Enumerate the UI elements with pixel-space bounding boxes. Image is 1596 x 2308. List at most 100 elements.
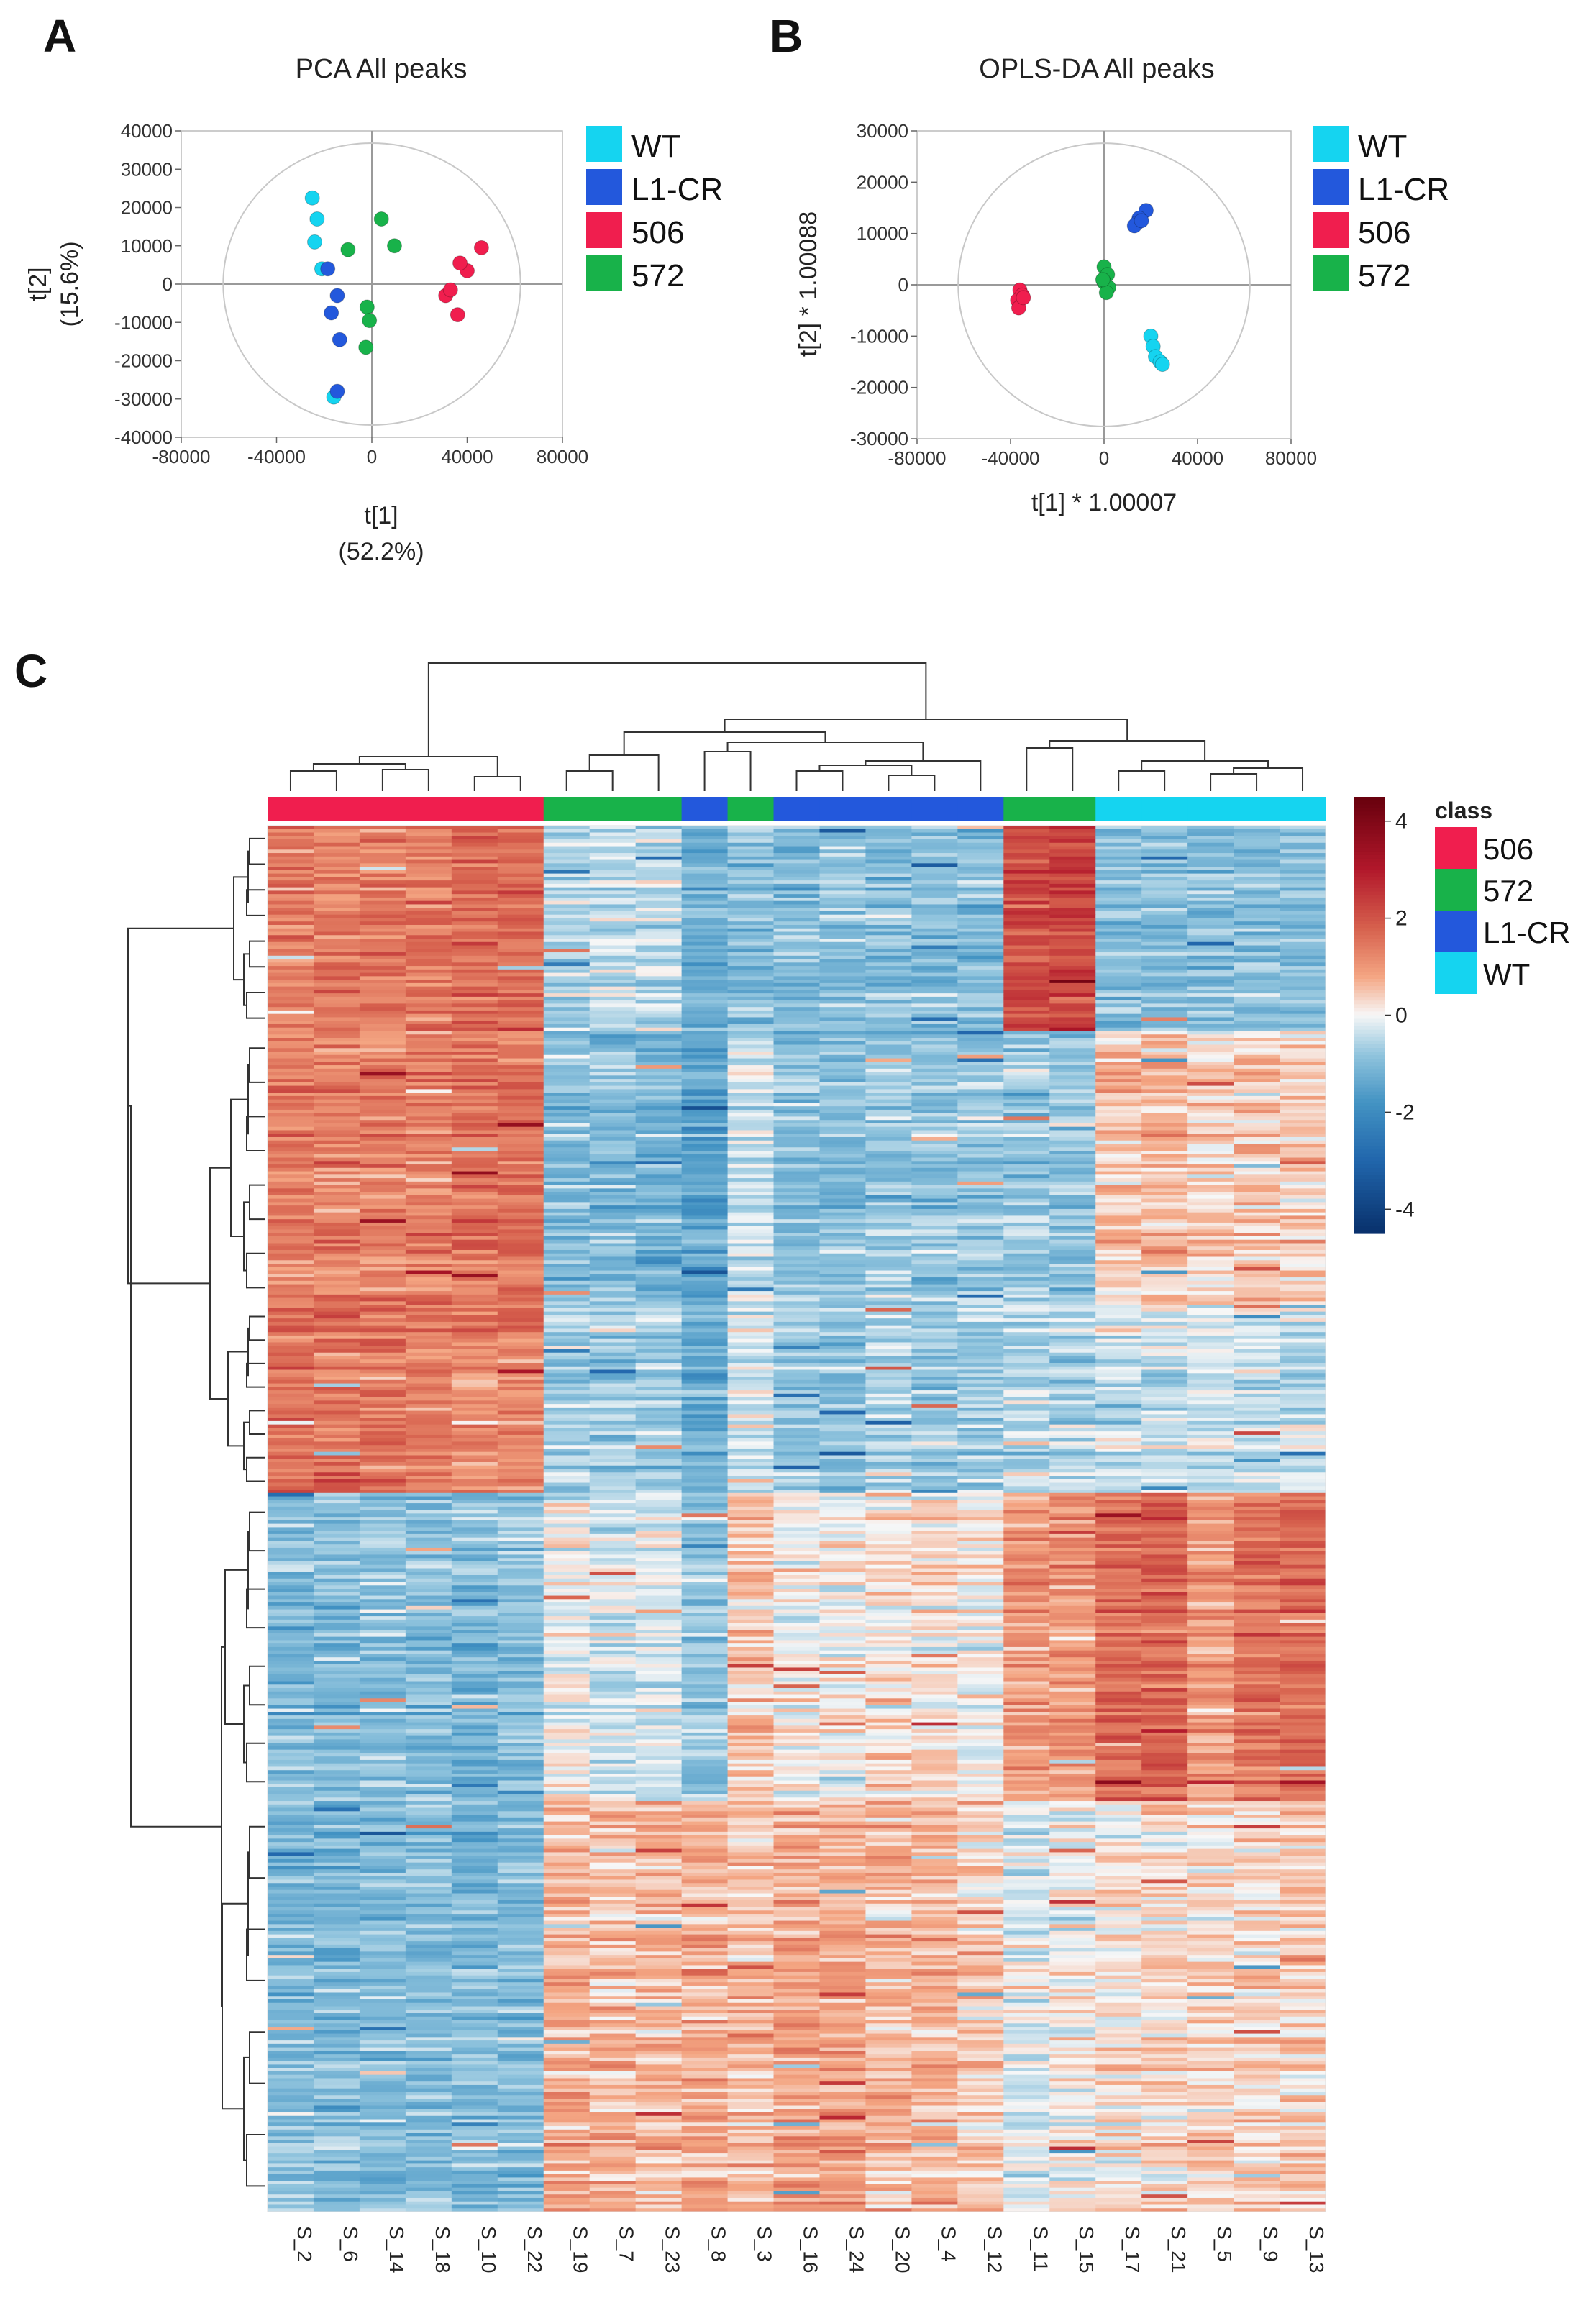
heatmap-cell xyxy=(635,1520,683,1525)
heatmap-cell xyxy=(589,1393,637,1398)
heatmap-cell xyxy=(957,1072,1004,1076)
heatmap-cell xyxy=(1003,1459,1050,1463)
heatmap-cell xyxy=(911,829,958,834)
heatmap-cell xyxy=(727,976,775,980)
heatmap-cell xyxy=(451,1373,498,1377)
heatmap-cell xyxy=(1141,1335,1188,1340)
heatmap-cell xyxy=(1095,1144,1142,1148)
heatmap-cell xyxy=(405,1181,452,1186)
heatmap-cell xyxy=(543,1106,590,1110)
row-dendrogram-link xyxy=(249,1511,265,1552)
heatmap-cell xyxy=(957,826,1004,830)
heatmap-cell xyxy=(865,873,912,877)
class-bar-cell-wt xyxy=(1234,797,1280,821)
heatmap-cell xyxy=(405,887,452,891)
heatmap-cell xyxy=(635,1085,683,1090)
heatmap-cell xyxy=(1234,1021,1280,1025)
row-dendrogram-link xyxy=(227,1351,248,1447)
heatmap-cell xyxy=(313,1445,360,1449)
heatmap-cell xyxy=(313,1103,360,1107)
heatmap-cell xyxy=(1234,1192,1280,1196)
heatmap-cell xyxy=(1003,1346,1050,1350)
heatmap-cell xyxy=(313,945,360,949)
class-bar-cell-572 xyxy=(727,797,775,821)
heatmap-cell xyxy=(451,1305,498,1309)
heatmap-cell xyxy=(1234,1215,1280,1220)
heatmap-cell xyxy=(727,1099,775,1103)
heatmap-cell xyxy=(681,1116,729,1121)
heatmap-cell xyxy=(1141,1256,1188,1261)
heatmap-cell xyxy=(451,894,498,898)
heatmap-cell xyxy=(359,1531,406,1535)
heatmap-cell xyxy=(727,1469,775,1473)
heatmap-cell xyxy=(497,1113,544,1118)
heatmap-cell xyxy=(359,969,406,974)
heatmap-cell xyxy=(405,1010,452,1015)
heatmap-cell xyxy=(1187,1438,1234,1443)
heatmap-cell xyxy=(1049,1109,1096,1114)
heatmap-cell xyxy=(1234,1410,1280,1415)
heatmap-cell xyxy=(773,966,821,970)
heatmap-cell xyxy=(773,911,821,916)
heatmap-cell xyxy=(635,1325,683,1330)
heatmap-cell xyxy=(589,1274,637,1278)
heatmap-cell xyxy=(1141,1065,1188,1069)
heatmap-cell xyxy=(1234,1144,1280,1148)
heatmap-cell xyxy=(727,1017,775,1021)
heatmap-cell xyxy=(819,1469,867,1473)
heatmap-cell xyxy=(1141,1496,1188,1500)
heatmap-cell xyxy=(1280,1198,1326,1203)
heatmap-cell xyxy=(681,1476,729,1480)
heatmap-cell xyxy=(1234,1222,1280,1227)
heatmap-cell xyxy=(589,1054,637,1059)
heatmap-cell xyxy=(1003,982,1050,987)
heatmap-cell xyxy=(1003,1469,1050,1473)
heatmap-cell xyxy=(451,1215,498,1220)
heatmap-cell xyxy=(451,1527,498,1531)
heatmap-cell xyxy=(405,1315,452,1319)
heatmap-cell xyxy=(359,1448,406,1453)
heatmap-cell xyxy=(268,928,314,933)
heatmap-cell xyxy=(773,1027,821,1032)
heatmap-cell xyxy=(635,904,683,908)
heatmap-cell xyxy=(1003,1393,1050,1398)
heatmap-cell xyxy=(1141,1520,1188,1525)
heatmap-cell xyxy=(773,1082,821,1087)
heatmap-cell xyxy=(911,996,958,1001)
heatmap-cell xyxy=(359,1007,406,1011)
heatmap-cell xyxy=(543,1492,590,1497)
heatmap-cell xyxy=(1280,880,1326,885)
heatmap-cell xyxy=(1095,1034,1142,1039)
heatmap-cell xyxy=(359,1062,406,1066)
heatmap-cell xyxy=(268,1099,314,1103)
heatmap-cell xyxy=(957,1109,1004,1114)
heatmap-cell xyxy=(313,1236,360,1241)
heatmap-cell xyxy=(865,1058,912,1062)
heatmap-cell xyxy=(589,1010,637,1015)
heatmap-cell xyxy=(1141,863,1188,867)
heatmap-cell xyxy=(497,1451,544,1456)
heatmap-cell xyxy=(359,1222,406,1227)
heatmap-cell xyxy=(635,897,683,902)
panel-a: A PCA All peaks -80000 -40000 0 40000 800004… xyxy=(24,10,723,565)
heatmap-cell xyxy=(727,1369,775,1374)
heatmap-cell xyxy=(451,873,498,877)
heatmap-cell xyxy=(497,1500,544,1504)
heatmap-cell xyxy=(359,1404,406,1408)
heatmap-cell xyxy=(1049,1338,1096,1344)
heatmap-cell xyxy=(911,928,958,933)
heatmap-cell xyxy=(543,1034,590,1039)
class-bar-cell-wt xyxy=(1095,797,1142,821)
heatmap-cell xyxy=(1141,935,1188,939)
heatmap-cell xyxy=(1003,1335,1050,1340)
heatmap-cell xyxy=(405,1294,452,1299)
heatmap-cell xyxy=(405,931,452,936)
heatmap-cell xyxy=(405,1431,452,1436)
heatmap-cell xyxy=(451,883,498,888)
heatmap-cell xyxy=(589,921,637,926)
heatmap-cell xyxy=(773,980,821,984)
heatmap-cell xyxy=(1141,1041,1188,1046)
heatmap-cell xyxy=(451,1250,498,1254)
heatmap-cell xyxy=(451,993,498,998)
heatmap-cell xyxy=(1141,911,1188,916)
